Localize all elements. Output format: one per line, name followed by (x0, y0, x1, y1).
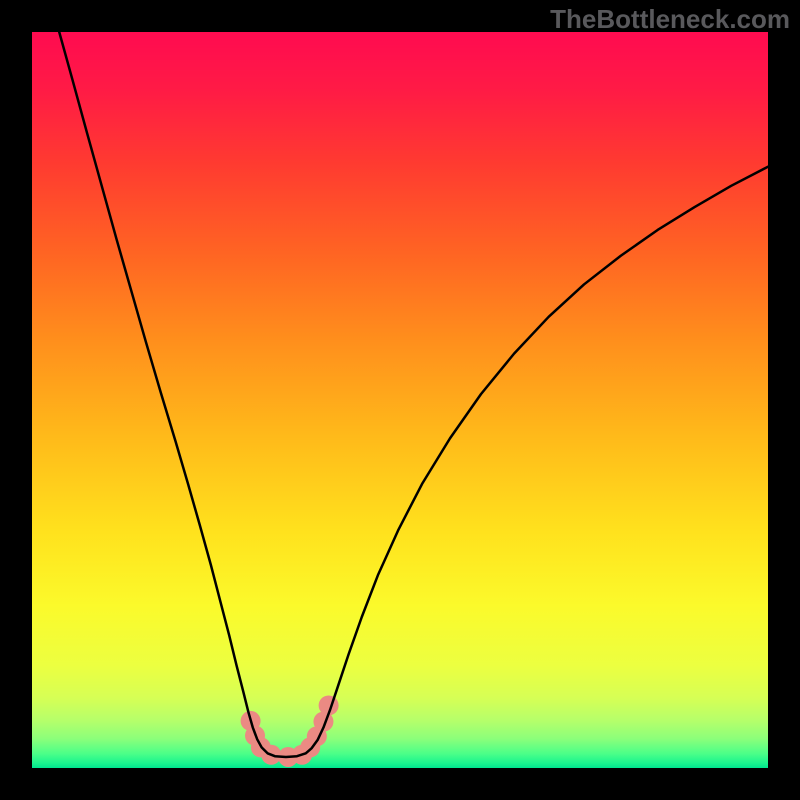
chart-frame: TheBottleneck.com (0, 0, 800, 800)
chart-svg (32, 32, 768, 768)
plot-area (32, 32, 768, 768)
gradient-background (32, 32, 768, 768)
watermark-label: TheBottleneck.com (550, 4, 790, 35)
